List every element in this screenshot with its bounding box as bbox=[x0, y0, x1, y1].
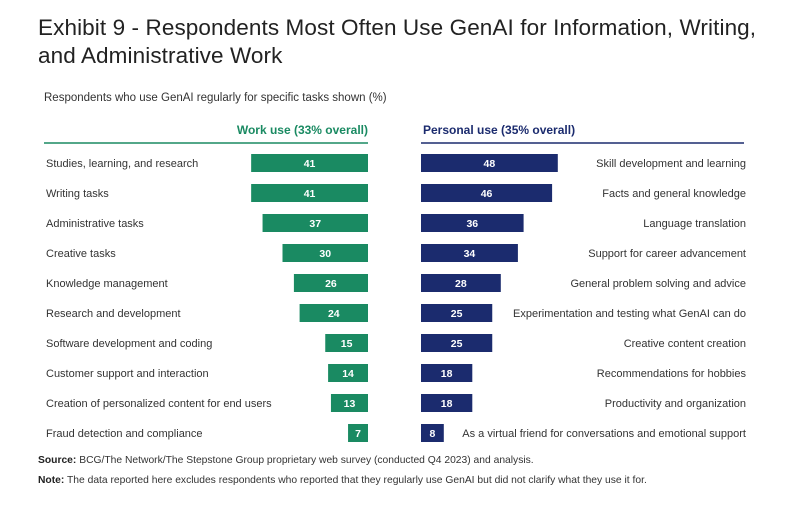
work-value-label: 41 bbox=[304, 188, 316, 200]
work-value-label: 13 bbox=[344, 398, 356, 410]
work-value-label: 24 bbox=[328, 308, 340, 320]
work-bar bbox=[330, 394, 368, 412]
work-category-label: Creation of personalized content for end… bbox=[46, 398, 272, 410]
work-value-label: 37 bbox=[309, 218, 321, 230]
work-use-header: Work use (33% overall) bbox=[237, 123, 368, 137]
personal-value-label: 36 bbox=[466, 218, 478, 230]
personal-bar bbox=[421, 364, 473, 382]
work-value-label: 41 bbox=[304, 158, 316, 170]
personal-value-label: 34 bbox=[464, 248, 476, 260]
work-category-label: Knowledge management bbox=[46, 278, 168, 290]
work-category-label: Studies, learning, and research bbox=[46, 158, 198, 170]
personal-value-label: 25 bbox=[451, 338, 463, 350]
work-category-label: Administrative tasks bbox=[46, 218, 144, 230]
personal-category-label: Creative content creation bbox=[624, 338, 746, 350]
work-bar bbox=[325, 334, 368, 352]
personal-category-label: As a virtual friend for conversations an… bbox=[462, 428, 746, 440]
work-value-label: 14 bbox=[342, 368, 354, 380]
work-category-label: Fraud detection and compliance bbox=[46, 428, 203, 440]
personal-value-label: 46 bbox=[481, 188, 493, 200]
personal-value-label: 18 bbox=[441, 368, 453, 380]
personal-category-label: General problem solving and advice bbox=[571, 278, 747, 290]
work-value-label: 26 bbox=[325, 278, 337, 290]
personal-bar bbox=[421, 304, 493, 322]
work-bar bbox=[348, 424, 368, 442]
work-value-label: 30 bbox=[319, 248, 331, 260]
work-bar bbox=[251, 184, 368, 202]
work-category-label: Research and development bbox=[46, 308, 181, 320]
note-text: The data reported here excludes responde… bbox=[67, 475, 647, 486]
personal-category-label: Support for career advancement bbox=[588, 248, 746, 260]
note-footnote: Note: The data reported here excludes re… bbox=[38, 475, 647, 486]
work-category-label: Customer support and interaction bbox=[46, 368, 209, 380]
personal-bar bbox=[421, 154, 558, 172]
work-value-label: 15 bbox=[341, 338, 353, 350]
personal-bar bbox=[421, 424, 444, 442]
personal-value-label: 48 bbox=[484, 158, 496, 170]
note-label: Note: bbox=[38, 475, 65, 486]
work-bar bbox=[293, 274, 368, 292]
personal-bar bbox=[421, 214, 524, 232]
personal-bar bbox=[421, 274, 501, 292]
personal-bar bbox=[421, 184, 553, 202]
personal-use-header: Personal use (35% overall) bbox=[423, 123, 575, 137]
work-bar bbox=[299, 304, 368, 322]
work-bar bbox=[262, 214, 368, 232]
work-bar bbox=[328, 364, 368, 382]
work-category-label: Creative tasks bbox=[46, 248, 116, 260]
source-text: BCG/The Network/The Stepstone Group prop… bbox=[79, 455, 534, 466]
work-bar bbox=[251, 154, 368, 172]
personal-category-label: Recommendations for hobbies bbox=[597, 368, 747, 380]
source-footnote: Source: BCG/The Network/The Stepstone Gr… bbox=[38, 455, 534, 466]
personal-value-label: 28 bbox=[455, 278, 467, 290]
personal-bar bbox=[421, 394, 473, 412]
personal-category-label: Experimentation and testing what GenAI c… bbox=[513, 308, 746, 320]
source-label: Source: bbox=[38, 455, 77, 466]
personal-category-label: Skill development and learning bbox=[596, 158, 746, 170]
chart-title: Exhibit 9 - Respondents Most Often Use G… bbox=[38, 15, 757, 68]
personal-category-label: Productivity and organization bbox=[605, 398, 746, 410]
personal-value-label: 25 bbox=[451, 308, 463, 320]
work-value-label: 7 bbox=[355, 428, 361, 440]
chart-subtitle: Respondents who use GenAI regularly for … bbox=[44, 92, 387, 104]
personal-bar bbox=[421, 334, 493, 352]
work-category-label: Software development and coding bbox=[46, 338, 212, 350]
personal-bar bbox=[421, 244, 518, 262]
personal-category-label: Facts and general knowledge bbox=[602, 188, 746, 200]
work-category-label: Writing tasks bbox=[46, 188, 109, 200]
personal-category-label: Language translation bbox=[643, 218, 746, 230]
work-bar bbox=[282, 244, 368, 262]
personal-value-label: 8 bbox=[429, 428, 435, 440]
personal-value-label: 18 bbox=[441, 398, 453, 410]
